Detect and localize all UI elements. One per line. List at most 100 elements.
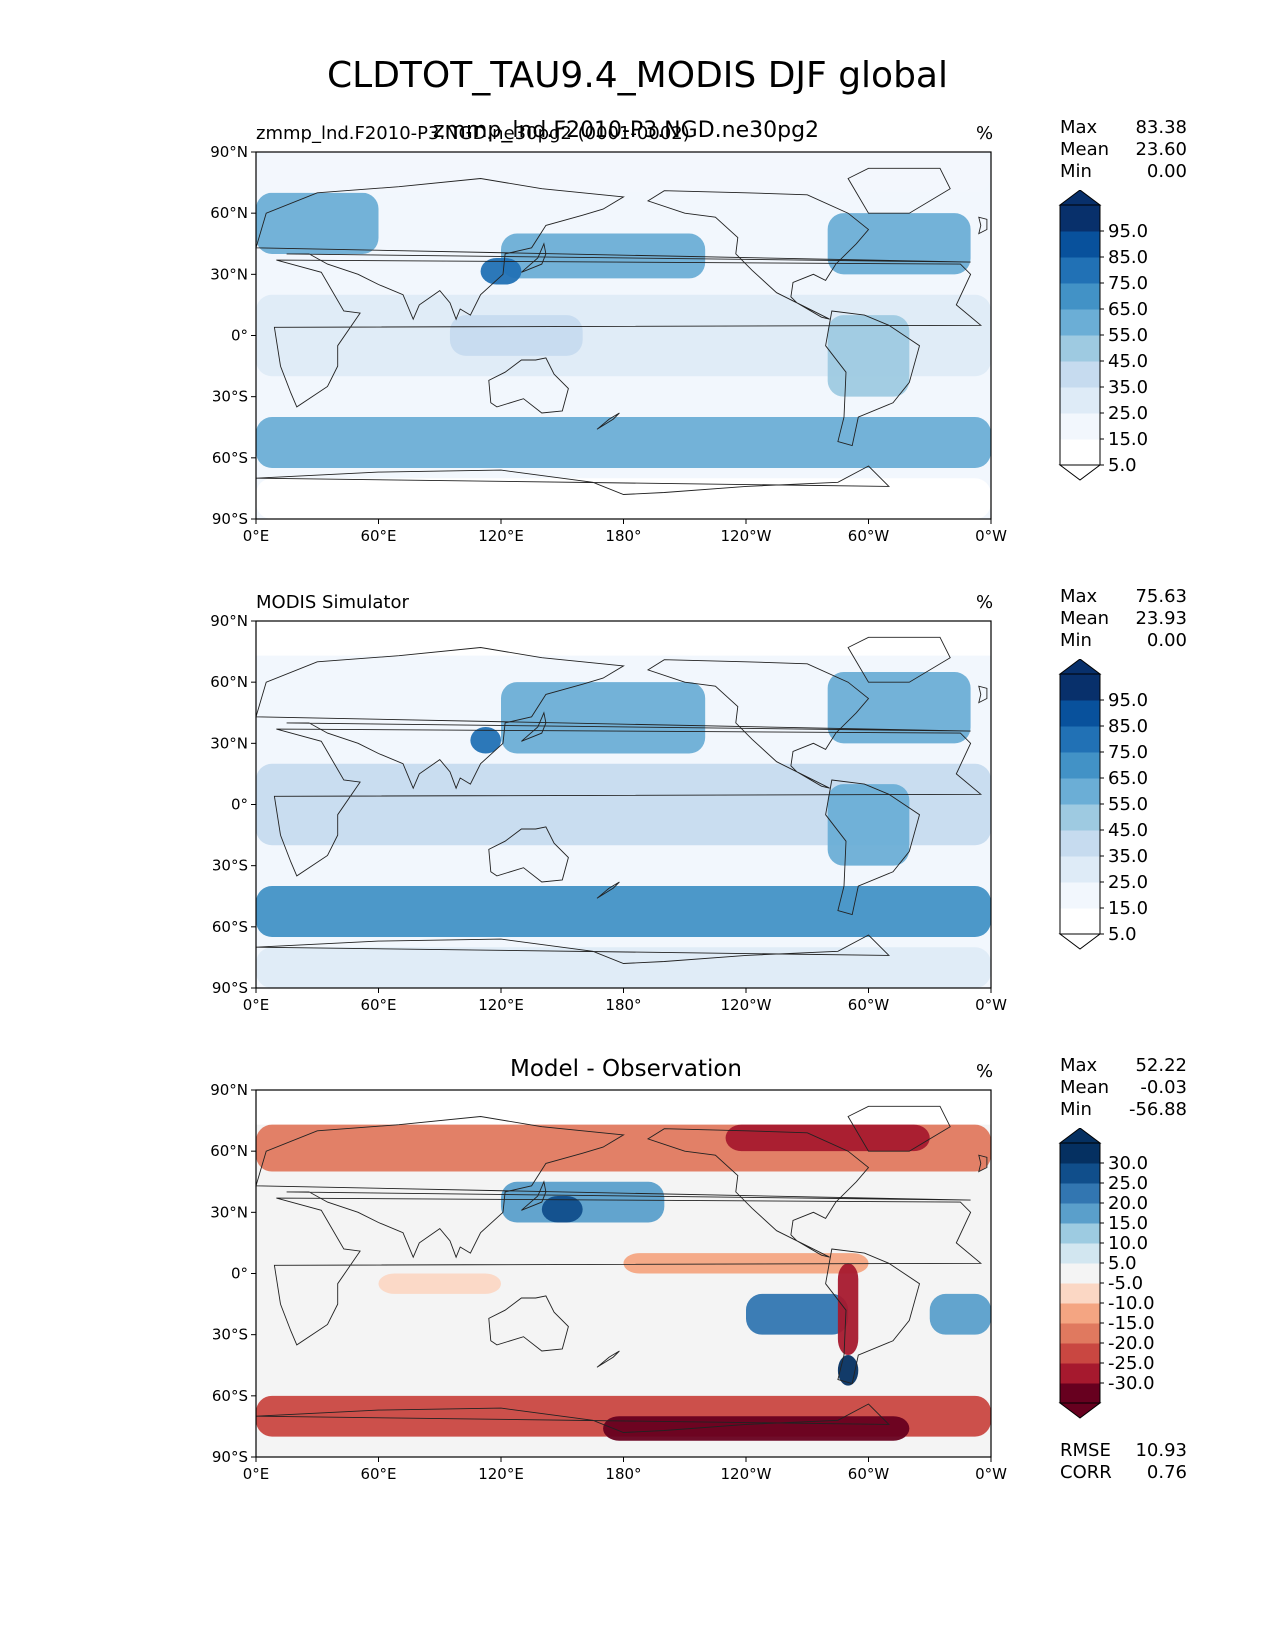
colorbar-label: 95.0 [1108, 690, 1148, 711]
y-tick-label: 0° [231, 327, 248, 345]
x-tick-label: 180° [605, 996, 641, 1014]
colorbar-band [1060, 1203, 1100, 1224]
colorbar-band [1060, 387, 1100, 414]
colorbar-band [1060, 1323, 1100, 1344]
coastline [825, 779, 921, 916]
panel1-colorbar: 95.0 85.0 75.0 65.0 55.0 45.0 35.0 25.0 15.0 5.0 [1058, 190, 1148, 481]
stat-label: Max [1060, 117, 1098, 138]
y-tick-label: 90°S [212, 979, 248, 997]
y-tick-label: 30°S [212, 388, 248, 406]
colorbar-label: 65.0 [1108, 768, 1148, 789]
panel1-stats: Max 83.38 Mean 23.60 Min 0.00 [1060, 117, 1187, 183]
y-tick-label: 90°N [210, 1083, 248, 1099]
x-tick-label: 60°E [360, 527, 396, 545]
colorbar-band [1060, 726, 1100, 753]
stat-label: Mean [1060, 608, 1110, 629]
stat-label: Max [1060, 586, 1098, 607]
coastline [646, 190, 870, 320]
colorbar-label: 20.0 [1108, 1193, 1148, 1214]
stat-label: RMSE [1060, 1440, 1111, 1461]
colorbar-label: 15.0 [1108, 1213, 1148, 1234]
colorbar-label: 85.0 [1108, 716, 1148, 737]
data-field-south-america-andes [827, 315, 910, 397]
colorbar-label: -5.0 [1108, 1273, 1143, 1294]
stat-value: 52.22 [1135, 1055, 1187, 1076]
colorbar-band [1060, 882, 1100, 909]
colorbar-label: 45.0 [1108, 351, 1148, 372]
coastline [521, 242, 547, 273]
colorbar-band [1060, 752, 1100, 779]
data-field-antarctic [256, 478, 991, 519]
coastline [596, 412, 620, 430]
coastline [521, 1180, 547, 1211]
stat-row: Max 52.22 [1060, 1055, 1187, 1077]
data-field-east-china-sea [480, 258, 522, 285]
panel3-colorbar: 30.025.020.015.010.05.0-5.0-10.0-15.0-20… [1058, 1128, 1155, 1419]
colorbar-label: 65.0 [1108, 299, 1148, 320]
data-field-europe-north-asia [256, 192, 379, 254]
colorbar-label: 55.0 [1108, 794, 1148, 815]
coastline [255, 934, 891, 964]
stat-value: 0.00 [1146, 630, 1187, 651]
data-field-north-atlantic-storm-track [827, 671, 971, 744]
colorbar-band [1060, 1243, 1100, 1264]
colorbar-extend-top [1058, 190, 1102, 206]
panel1-center-title: zmmp_lnd.F2010-P3.NGD.ne30pg2 [432, 118, 820, 143]
coastline [488, 826, 569, 883]
coastline [521, 711, 547, 742]
colorbar-band [1060, 804, 1100, 831]
colorbar-band [1060, 1363, 1100, 1384]
colorbar-label: 25.0 [1108, 403, 1148, 424]
y-tick-label: 0° [231, 796, 248, 814]
y-tick-label: 90°S [212, 510, 248, 528]
colorbar-label: 10.0 [1108, 1233, 1148, 1254]
stat-row: Max 75.63 [1060, 586, 1187, 608]
colorbar-band [1060, 257, 1100, 284]
panel2-colorbar: 95.0 85.0 75.0 65.0 55.0 45.0 35.0 25.0 15.0 5.0 [1058, 659, 1148, 950]
colorbar-band [1060, 309, 1100, 336]
y-tick-label: 30°S [212, 1326, 248, 1344]
data-field-tropics-background [256, 763, 991, 846]
stat-row: Min 0.00 [1060, 161, 1187, 183]
colorbar-band [1060, 1223, 1100, 1244]
x-tick-label: 120°W [721, 1465, 772, 1483]
colorbar-band [1060, 1143, 1100, 1164]
coastline [596, 881, 620, 899]
colorbar-band [1060, 778, 1100, 805]
x-tick-label: 120°E [478, 527, 524, 545]
x-tick-label: 180° [605, 1465, 641, 1483]
coastline [978, 1154, 988, 1173]
y-tick-label: 90°N [210, 145, 248, 161]
panel1-units: % [976, 123, 994, 144]
stat-value: 23.60 [1135, 139, 1187, 160]
coastline [488, 357, 569, 414]
coastline [255, 178, 971, 321]
colorbar-label: 55.0 [1108, 325, 1148, 346]
colorbar-label: 30.0 [1108, 1153, 1148, 1174]
stat-row: CORR 0.76 [1060, 1462, 1187, 1484]
colorbar-label: -30.0 [1108, 1373, 1155, 1394]
data-field-southeast-pacific-stratocumulus [746, 1293, 849, 1335]
colorbar-label: 15.0 [1108, 898, 1148, 919]
colorbar-band [1060, 231, 1100, 258]
panel3-map: 0°E 60°E 120°E 180° 120°W 60°W 0°W 90°N 60°N 30°N… [210, 1083, 1007, 1483]
stat-label: Mean [1060, 139, 1110, 160]
x-tick-label: 180° [605, 527, 641, 545]
stat-value: 0.76 [1146, 1462, 1187, 1483]
colorbar-label: 85.0 [1108, 247, 1148, 268]
stat-row: Min -56.88 [1060, 1099, 1187, 1121]
colorbar-extend-bottom [1058, 464, 1102, 481]
panel2-stats: Max 75.63 Mean 23.93 Min 0.00 [1060, 586, 1187, 652]
panel2-units: % [976, 592, 994, 613]
colorbar-label: 25.0 [1108, 872, 1148, 893]
data-field-canada-arctic [725, 1124, 930, 1152]
y-tick-label: 30°S [212, 857, 248, 875]
data-field-andes [837, 1263, 859, 1356]
colorbar-label: 75.0 [1108, 742, 1148, 763]
colorbar-band [1060, 674, 1100, 701]
panel3-extra-stats: RMSE 10.93 CORR 0.76 [1060, 1440, 1187, 1484]
stat-value: -0.03 [1140, 1077, 1187, 1098]
x-tick-label: 120°W [721, 527, 772, 545]
y-tick-label: 30°N [210, 265, 248, 283]
stat-value: 23.93 [1135, 608, 1187, 629]
